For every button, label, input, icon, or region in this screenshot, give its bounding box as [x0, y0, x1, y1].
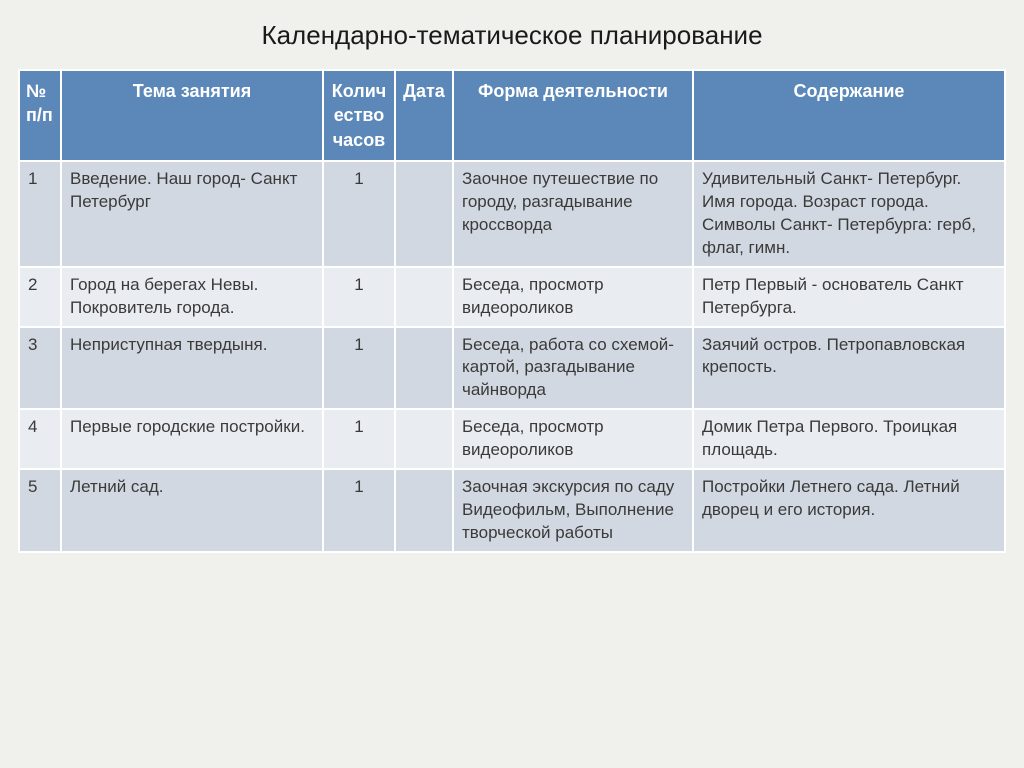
cell-num: 4 [19, 409, 61, 469]
col-header-content: Содержание [693, 70, 1005, 161]
col-header-num: № п/п [19, 70, 61, 161]
cell-topic: Летний сад. [61, 469, 323, 552]
cell-num: 3 [19, 327, 61, 410]
cell-num: 5 [19, 469, 61, 552]
table-row: 4 Первые городские постройки. 1 Беседа, … [19, 409, 1005, 469]
page-title: Календарно-тематическое планирование [18, 20, 1006, 51]
cell-content: Домик Петра Первого. Троицкая площадь. [693, 409, 1005, 469]
table-row: 2 Город на берегах Невы. Покровитель гор… [19, 267, 1005, 327]
cell-form: Беседа, просмотр видеороликов [453, 409, 693, 469]
cell-topic: Город на берегах Невы. Покровитель город… [61, 267, 323, 327]
cell-form: Заочное путешествие по городу, разгадыва… [453, 161, 693, 267]
cell-content: Петр Первый - основатель Санкт Петербург… [693, 267, 1005, 327]
cell-form: Заочная экскурсия по саду Видеофильм, Вы… [453, 469, 693, 552]
cell-topic: Неприступная твердыня. [61, 327, 323, 410]
cell-hours: 1 [323, 409, 395, 469]
table-row: 5 Летний сад. 1 Заочная экскурсия по сад… [19, 469, 1005, 552]
schedule-table: № п/п Тема занятия Колич ество часов Дат… [18, 69, 1006, 553]
table-row: 3 Неприступная твердыня. 1 Беседа, работ… [19, 327, 1005, 410]
cell-content: Постройки Летнего сада. Летний дворец и … [693, 469, 1005, 552]
cell-topic: Первые городские постройки. [61, 409, 323, 469]
cell-num: 2 [19, 267, 61, 327]
cell-form: Беседа, работа со схемой-картой, разгады… [453, 327, 693, 410]
cell-date [395, 327, 453, 410]
cell-date [395, 469, 453, 552]
cell-topic: Введение. Наш город- Санкт Петербург [61, 161, 323, 267]
cell-hours: 1 [323, 327, 395, 410]
cell-hours: 1 [323, 161, 395, 267]
cell-hours: 1 [323, 469, 395, 552]
col-header-form: Форма деятельности [453, 70, 693, 161]
cell-content: Заячий остров. Петропавловская крепость. [693, 327, 1005, 410]
cell-num: 1 [19, 161, 61, 267]
cell-date [395, 409, 453, 469]
table-row: 1 Введение. Наш город- Санкт Петербург 1… [19, 161, 1005, 267]
cell-date [395, 161, 453, 267]
cell-form: Беседа, просмотр видеороликов [453, 267, 693, 327]
col-header-hours: Колич ество часов [323, 70, 395, 161]
cell-date [395, 267, 453, 327]
col-header-date: Дата [395, 70, 453, 161]
table-header-row: № п/п Тема занятия Колич ество часов Дат… [19, 70, 1005, 161]
cell-hours: 1 [323, 267, 395, 327]
cell-content: Удивительный Санкт- Петербург. Имя город… [693, 161, 1005, 267]
col-header-topic: Тема занятия [61, 70, 323, 161]
